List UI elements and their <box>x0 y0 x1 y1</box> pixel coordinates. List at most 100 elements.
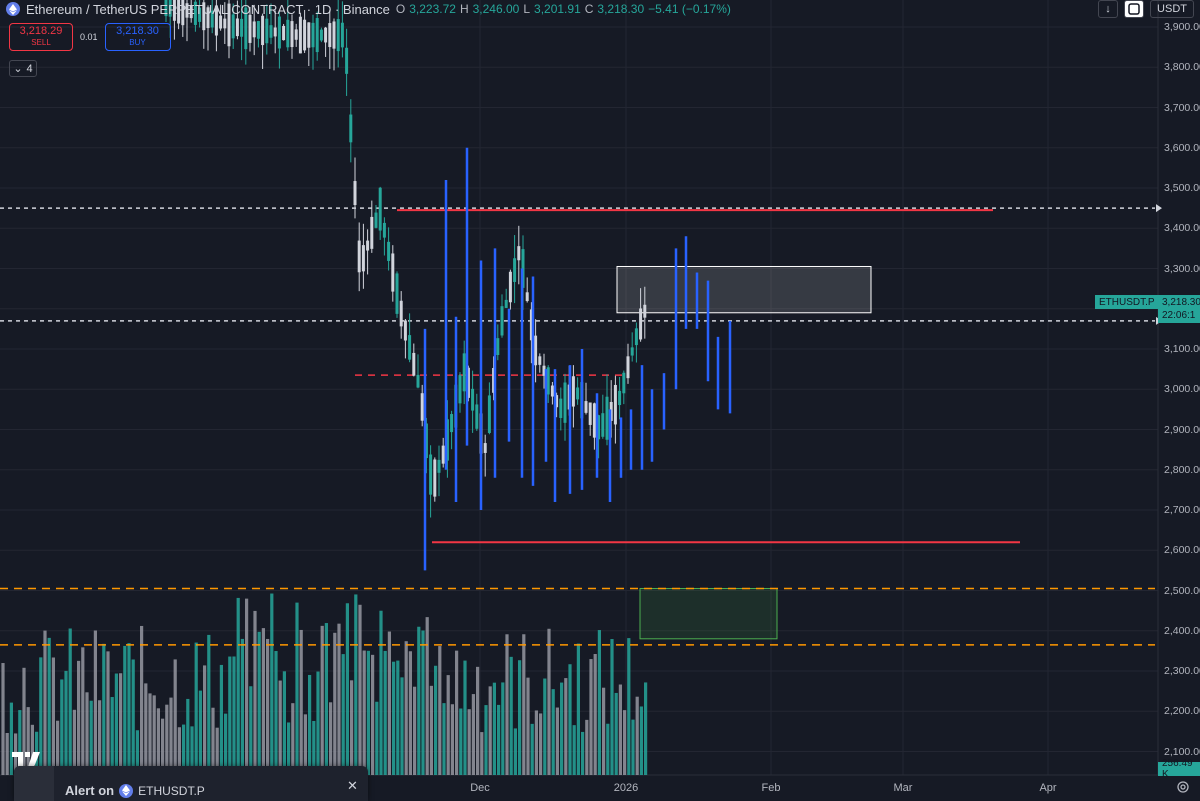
volume-bar <box>72 709 76 775</box>
lots-dropdown[interactable]: ⌄ 4 <box>9 60 37 77</box>
volume-bar <box>182 724 186 775</box>
symbol-title[interactable]: Ethereum / TetherUS PERPETUAL CONTRACT ·… <box>26 1 390 17</box>
candle-body <box>466 367 470 398</box>
volume-bar <box>425 617 429 775</box>
candle-body <box>534 335 538 366</box>
candle-body <box>235 18 239 37</box>
download-icon[interactable]: ↓ <box>1098 0 1119 18</box>
close-icon[interactable]: ✕ <box>347 778 358 793</box>
sell-button[interactable]: 3,218.29 SELL <box>9 23 73 51</box>
price-axis-label: 2,600.00 <box>1164 544 1200 557</box>
candle-body <box>391 253 395 292</box>
candle-body <box>622 372 626 394</box>
time-axis[interactable]: Dec 2026 Feb Mar Apr <box>0 775 1158 801</box>
volume-bar <box>224 713 228 775</box>
candle-body <box>357 240 361 273</box>
volume-bar <box>324 623 328 775</box>
candle-body <box>340 22 344 48</box>
volume-bar <box>203 665 207 775</box>
volume-bar <box>345 603 349 775</box>
volume-bar <box>30 724 34 775</box>
volume-bar <box>518 660 522 775</box>
volume-bar <box>463 660 467 775</box>
volume-bar <box>631 719 635 775</box>
volume-bar <box>341 654 345 775</box>
currency-selector[interactable]: USDT <box>1150 0 1194 18</box>
volume-bar <box>266 638 270 775</box>
projection-bars <box>423 147 732 571</box>
candle-body <box>282 25 286 41</box>
ohlc-low-label: L <box>523 2 531 16</box>
ethereum-icon <box>6 2 20 16</box>
candle-body <box>303 19 307 51</box>
candle-body <box>307 22 311 48</box>
volume-bar <box>144 683 148 775</box>
volume-bar <box>303 714 307 775</box>
candle-body <box>332 21 336 49</box>
candle-body <box>399 300 403 327</box>
volume-bar <box>123 645 127 775</box>
volume-bar <box>560 682 564 775</box>
candle-body <box>437 459 441 473</box>
volume-bar <box>308 674 312 775</box>
candle-body <box>227 3 231 47</box>
volume-bar <box>421 630 425 775</box>
ohlc-open-label: O <box>395 2 406 16</box>
candle-body <box>571 376 575 407</box>
volume-bar <box>543 678 547 775</box>
volume-bar <box>509 656 513 775</box>
volume-bar <box>589 659 593 775</box>
gear-icon[interactable] <box>1176 780 1190 794</box>
candle-body <box>294 29 298 40</box>
candle-body <box>420 393 424 421</box>
volume-bar <box>77 660 81 775</box>
screenshot-icon[interactable] <box>1124 0 1145 18</box>
candle-body <box>387 241 391 261</box>
buy-button[interactable]: 3,218.30 BUY <box>104 23 171 51</box>
time-axis-label: Feb <box>761 782 781 794</box>
candle-body <box>546 367 550 395</box>
volume-bar <box>476 666 480 775</box>
volume-bar <box>186 698 190 775</box>
volume-bar <box>467 709 471 775</box>
candle-body <box>298 16 302 54</box>
candle-body <box>210 10 214 28</box>
volume-bar <box>98 700 102 775</box>
volume-bar <box>102 643 106 775</box>
volume-bar <box>85 692 89 775</box>
candle-body <box>513 258 517 282</box>
volume-bar <box>442 703 446 775</box>
price-axis[interactable]: 3,900.00 3,800.00 3,700.00 3,600.00 3,500.00… <box>1158 0 1200 775</box>
volume-bar <box>610 639 614 775</box>
volume-bar <box>530 723 534 775</box>
volume-bar <box>471 694 475 775</box>
volume-bar <box>194 642 198 775</box>
candle-body <box>374 212 378 228</box>
volume-bar <box>5 733 9 775</box>
levels <box>0 204 1162 646</box>
price-axis-label: 2,400.00 <box>1164 624 1200 637</box>
volume-bar <box>56 720 60 775</box>
volume-bar <box>198 690 202 775</box>
top-right-controls: ↓ USDT <box>1098 0 1200 18</box>
volume-bar <box>177 727 181 775</box>
ethereum-icon <box>119 783 134 798</box>
volume-bar <box>438 646 442 775</box>
volume-bar <box>261 628 265 775</box>
price-axis-label: 2,100.00 <box>1164 745 1200 758</box>
candle-body <box>290 21 294 48</box>
volume-bar <box>593 653 597 775</box>
alert-symbol: ETHUSDT.P <box>138 783 205 798</box>
alert-toast[interactable]: Alert on ETHUSDT.P ✕ <box>14 766 368 801</box>
price-axis-label: 2,300.00 <box>1164 665 1200 677</box>
zones <box>616 265 872 640</box>
volume-bar <box>581 731 585 775</box>
volume-bar <box>249 686 253 775</box>
volume-bar <box>60 679 64 775</box>
candle-body <box>256 21 260 39</box>
candle-body <box>231 14 235 39</box>
volume-bar <box>47 637 51 775</box>
alert-icon <box>14 766 54 801</box>
price-axis-label: 2,500.00 <box>1164 584 1200 597</box>
